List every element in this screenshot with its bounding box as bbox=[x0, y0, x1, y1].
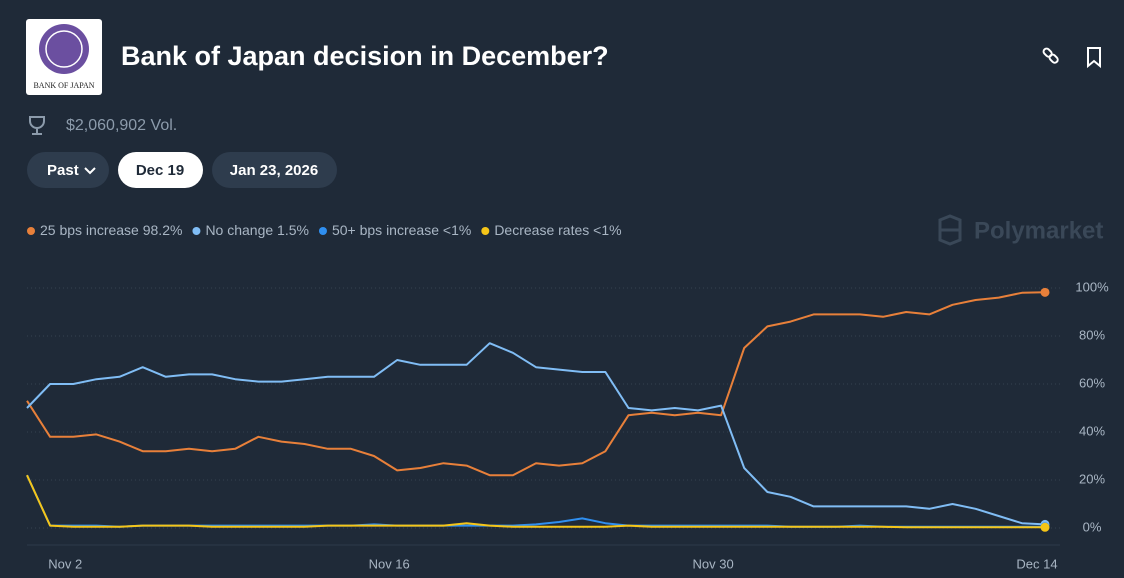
legend-entry: Decrease rates <1% bbox=[494, 222, 621, 238]
legend-dot bbox=[318, 227, 327, 235]
tab-label: Dec 19 bbox=[136, 162, 184, 179]
tab-selected[interactable] bbox=[118, 152, 203, 188]
volume: $2,060,902 Vol. bbox=[66, 117, 177, 134]
legend-name: 50+ bps increase bbox=[332, 222, 439, 238]
end-dot bbox=[1040, 522, 1050, 532]
title: Bank of Japan decision in December? bbox=[121, 41, 609, 71]
tab-label: Jan 23, 2026 bbox=[230, 162, 318, 179]
y-tick-label: 80% bbox=[1079, 327, 1105, 342]
y-tick-label: 40% bbox=[1079, 423, 1105, 438]
y-tick-label: 60% bbox=[1079, 375, 1105, 390]
bookmark-icon[interactable] bbox=[1087, 47, 1101, 69]
x-tick-label: Nov 16 bbox=[369, 556, 410, 571]
legend-entry: 50+ bps increase <1% bbox=[332, 222, 471, 238]
legend-value: 98.2% bbox=[143, 222, 183, 238]
x-tick-label: Nov 2 bbox=[48, 556, 82, 571]
logo-ring bbox=[45, 30, 83, 68]
logo-text: BANK OF JAPAN bbox=[33, 81, 94, 90]
legend-value: <1% bbox=[443, 222, 471, 238]
y-tick-label: 100% bbox=[1075, 279, 1109, 294]
x-tick-label: Dec 14 bbox=[1016, 556, 1057, 571]
tab-label: Past bbox=[47, 162, 79, 179]
trophy-icon bbox=[29, 116, 45, 135]
legend-value: 1.5% bbox=[277, 222, 309, 238]
legend-name: Decrease rates bbox=[494, 222, 589, 238]
legend-dot bbox=[27, 227, 35, 235]
legend-name: 25 bps increase bbox=[40, 222, 139, 238]
legend-name: No change bbox=[205, 222, 273, 238]
legend-entry: No change 1.5% bbox=[205, 222, 309, 238]
series-line bbox=[26, 291, 1046, 477]
tabs: Past Dec 19 Jan 23, 2026 bbox=[27, 152, 337, 188]
legend-entry: 25 bps increase 98.2% bbox=[40, 222, 182, 238]
series-line bbox=[26, 342, 1046, 526]
tab[interactable] bbox=[212, 152, 337, 188]
x-tick-label: Nov 30 bbox=[692, 556, 733, 571]
chevron bbox=[84, 167, 96, 175]
series-line bbox=[26, 474, 1045, 529]
link-icon[interactable] bbox=[1042, 47, 1059, 64]
end-dot bbox=[1040, 287, 1050, 297]
legend-value: <1% bbox=[593, 222, 621, 238]
link-part bbox=[1048, 53, 1059, 64]
watermark: Polymarket bbox=[974, 217, 1103, 244]
legend-dot bbox=[192, 227, 201, 235]
legend-dot bbox=[481, 227, 490, 235]
y-tick-label: 20% bbox=[1079, 471, 1105, 486]
y-tick-label: 0% bbox=[1083, 519, 1102, 534]
logo: BANK OF JAPAN bbox=[26, 19, 102, 95]
tab-past[interactable] bbox=[27, 152, 109, 188]
watermark-icon bbox=[938, 214, 962, 246]
